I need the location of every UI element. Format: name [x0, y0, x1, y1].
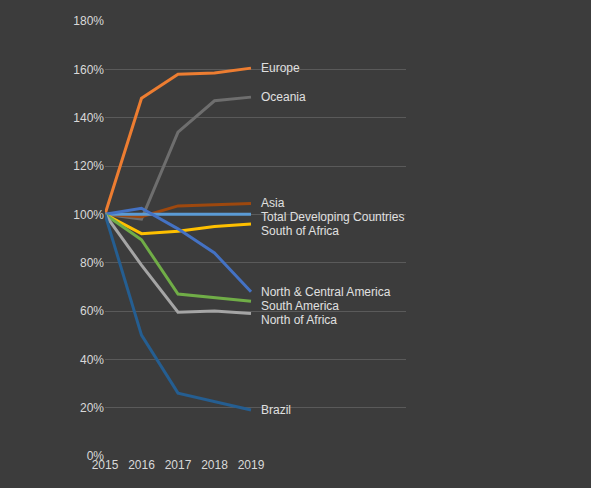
- svg-text:80%: 80%: [80, 256, 104, 270]
- svg-text:160%: 160%: [73, 63, 104, 77]
- svg-text:0%: 0%: [87, 449, 105, 463]
- svg-text:2019: 2019: [238, 458, 265, 472]
- svg-text:20%: 20%: [80, 401, 104, 415]
- svg-text:2017: 2017: [165, 458, 192, 472]
- svg-text:Asia: Asia: [261, 196, 285, 210]
- svg-text:South America: South America: [261, 299, 339, 313]
- svg-text:North of Africa: North of Africa: [261, 313, 337, 327]
- svg-text:Europe: Europe: [261, 61, 300, 75]
- svg-text:Oceania: Oceania: [261, 90, 306, 104]
- svg-text:Total Developing Countries: Total Developing Countries: [261, 210, 404, 224]
- svg-text:40%: 40%: [80, 353, 104, 367]
- svg-text:100%: 100%: [73, 208, 104, 222]
- svg-text:Brazil: Brazil: [261, 403, 291, 417]
- svg-text:2016: 2016: [128, 458, 155, 472]
- svg-text:180%: 180%: [73, 14, 104, 28]
- svg-text:60%: 60%: [80, 304, 104, 318]
- svg-text:2018: 2018: [201, 458, 228, 472]
- svg-text:120%: 120%: [73, 159, 104, 173]
- svg-text:2015: 2015: [92, 458, 119, 472]
- svg-text:South of Africa: South of Africa: [261, 224, 339, 238]
- svg-text:140%: 140%: [73, 111, 104, 125]
- svg-text:North & Central America: North & Central America: [261, 285, 391, 299]
